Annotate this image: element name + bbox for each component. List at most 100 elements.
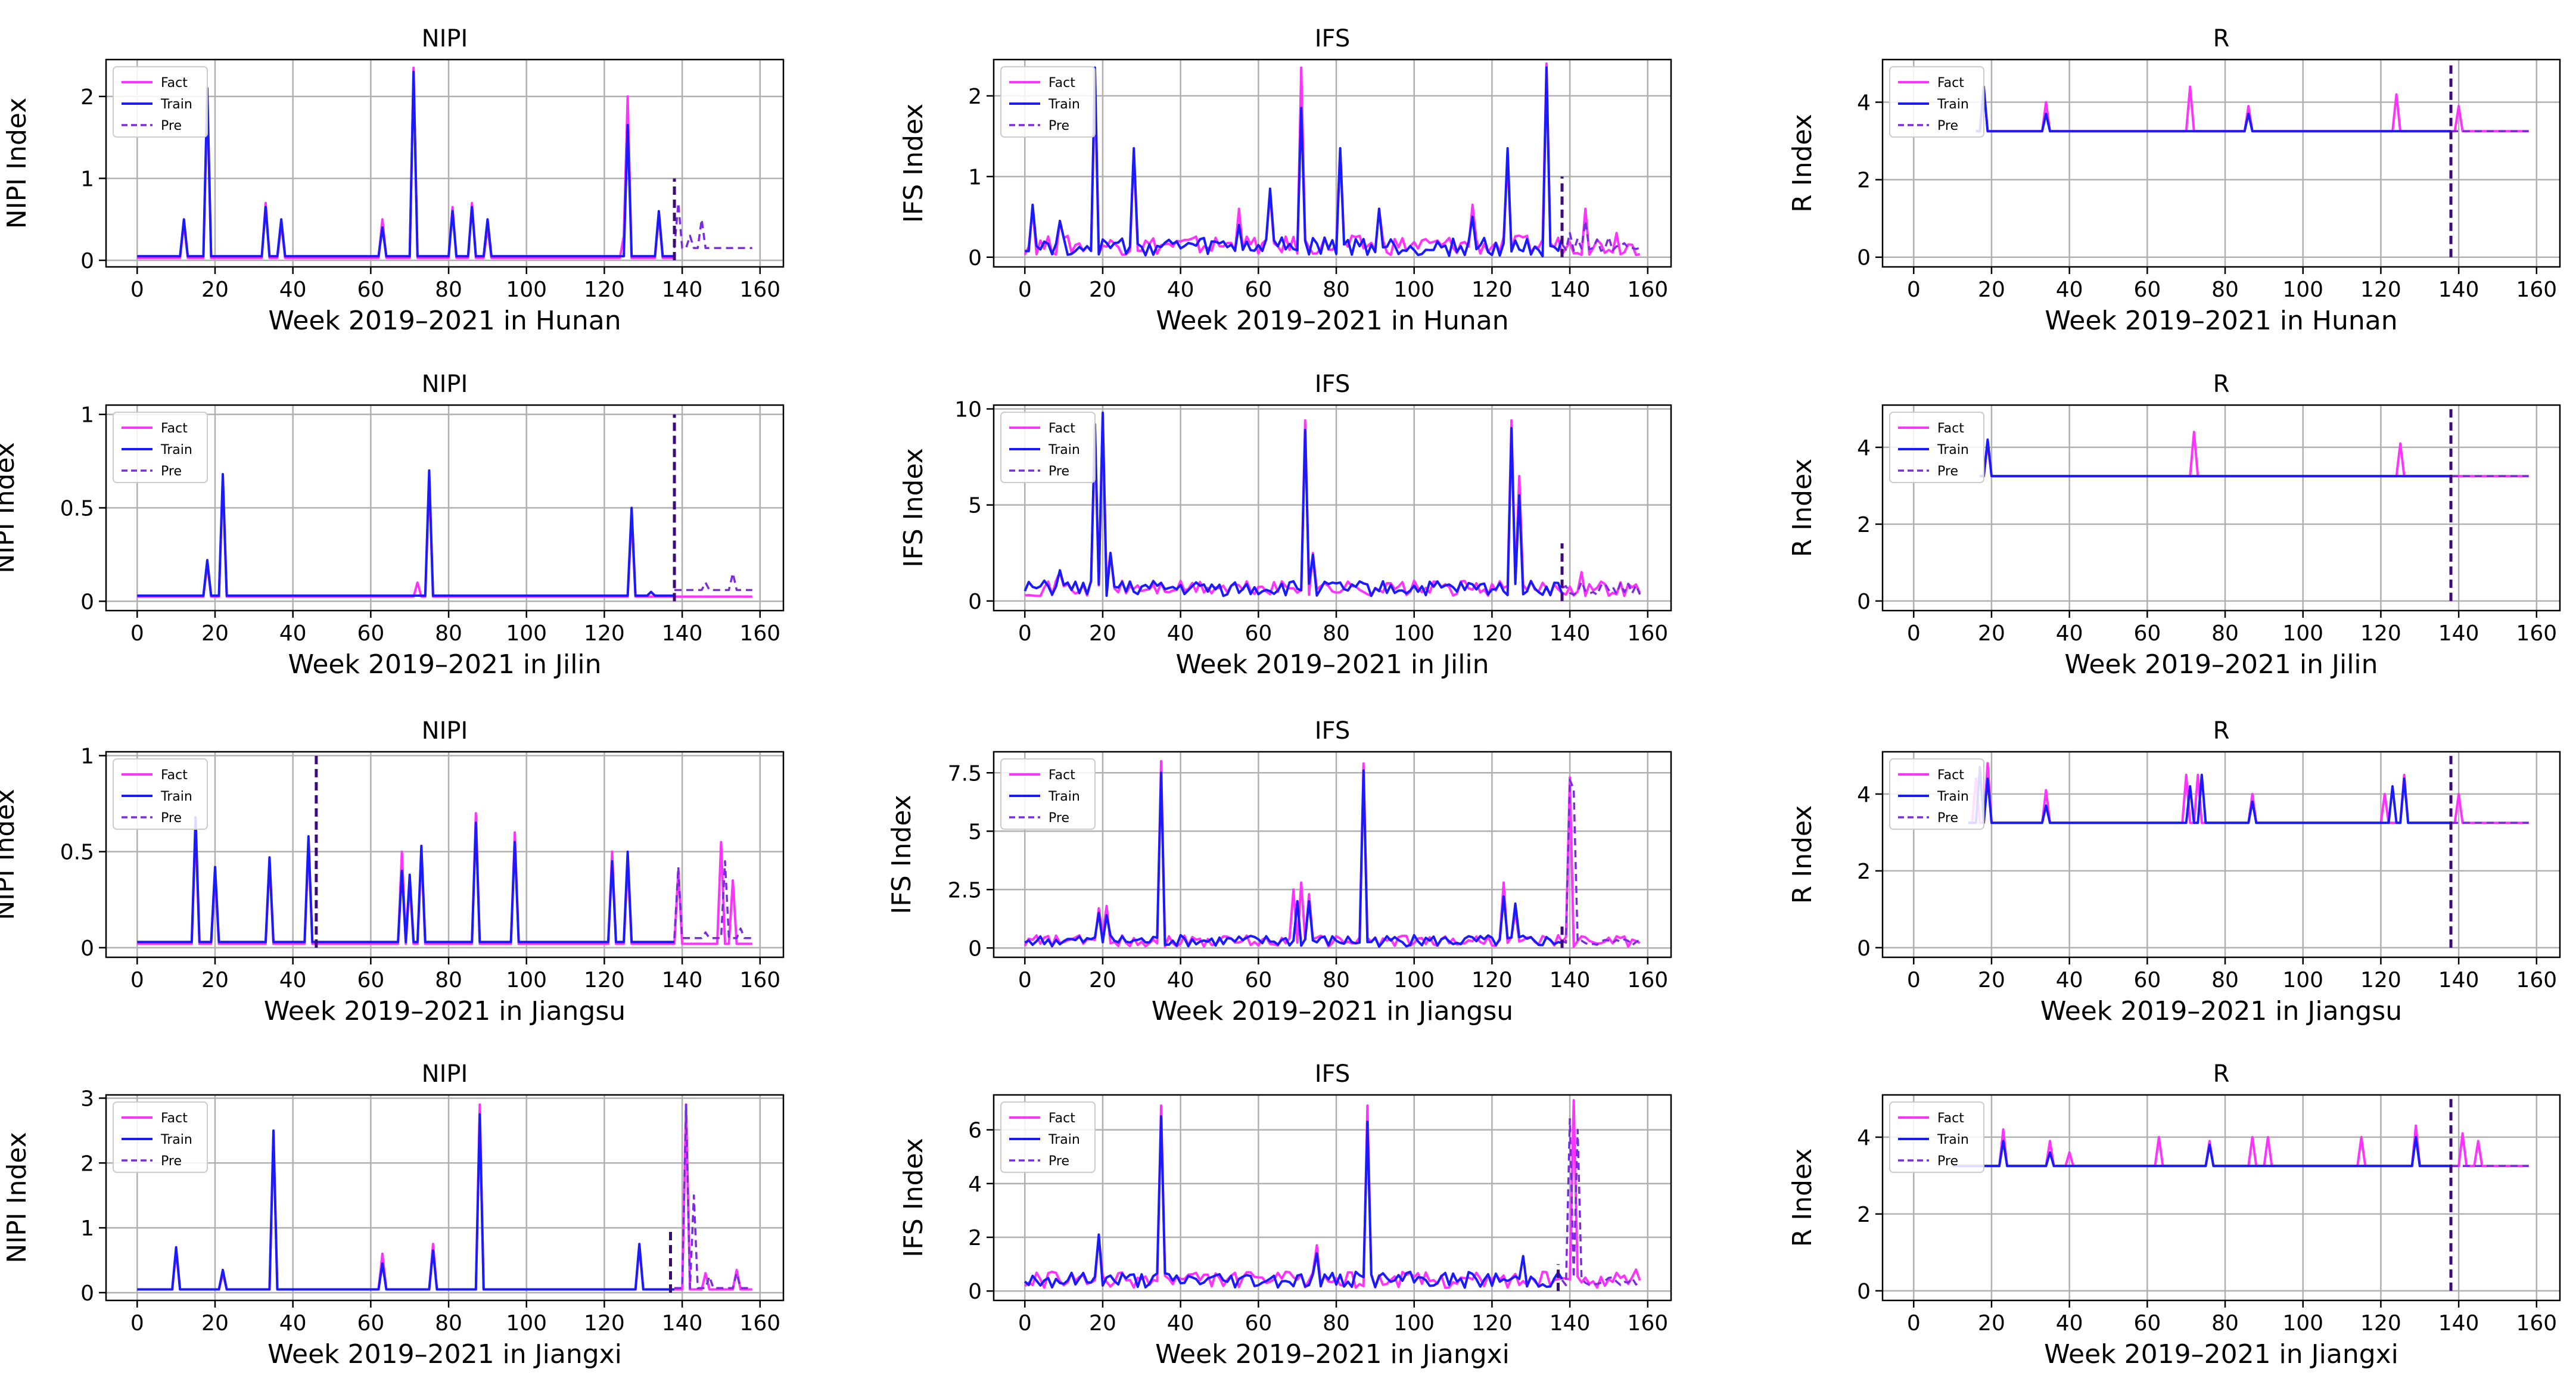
- x-axis-label: Week 2019–2021 in Jilin: [288, 649, 601, 680]
- legend-label-pre: Pre: [1937, 464, 1958, 479]
- y-axis-label: IFS Index: [886, 795, 917, 914]
- y-tick-label: 2: [1857, 169, 1871, 193]
- x-tick-label: 20: [1978, 968, 2005, 992]
- x-tick-label: 40: [1167, 278, 1194, 302]
- x-tick-label: 140: [662, 621, 703, 646]
- legend-label-train: Train: [160, 789, 192, 804]
- x-tick-label: 80: [1323, 1311, 1350, 1336]
- x-tick-label: 20: [201, 621, 229, 646]
- legend: Fact Train Pre: [1889, 412, 1984, 483]
- legend: Fact Train Pre: [113, 412, 208, 483]
- legend-label-pre: Pre: [1937, 1154, 1958, 1169]
- x-tick-label: 40: [2056, 968, 2083, 992]
- subplot-title: IFS: [1315, 1060, 1351, 1088]
- legend-label-pre: Pre: [1049, 811, 1069, 826]
- x-tick-label: 60: [2133, 278, 2161, 302]
- x-tick-label: 160: [1627, 968, 1668, 992]
- y-tick-label: 1: [80, 403, 94, 428]
- series-train-line: [1968, 765, 2451, 824]
- y-tick-label: 0: [968, 936, 982, 961]
- x-tick-label: 100: [1393, 621, 1435, 646]
- legend-label-pre: Pre: [1049, 464, 1069, 479]
- legend-label-train: Train: [1048, 789, 1080, 804]
- axes-frame: [993, 751, 1672, 958]
- legend-label-train: Train: [1937, 443, 1969, 458]
- legend-label-fact: Fact: [1049, 76, 1075, 91]
- legend-label-train: Train: [160, 443, 192, 458]
- subplot-title: NIPI: [422, 1060, 468, 1088]
- y-tick-label: 5: [968, 820, 982, 844]
- x-tick-label: 40: [1167, 968, 1194, 992]
- subplot-2-1: 0 20 40 60 80 100 120 140 160 0 0.5 1 NIPI Week 2019–…: [0, 371, 785, 680]
- x-tick-label: 0: [1907, 1311, 1921, 1336]
- legend-label-train: Train: [160, 1132, 192, 1147]
- x-tick-label: 120: [2360, 278, 2401, 302]
- subplot-2-3: 0 20 40 60 80 100 120 140 160 0 2 4 R Week 2019–2021 …: [1787, 371, 2561, 680]
- axes-frame: [105, 58, 785, 268]
- subplot-4-1: 0 20 40 60 80 100 120 140 160 0 1 2 3 NIPI Week 2019–2…: [2, 1060, 785, 1370]
- series-fact-line: [1980, 431, 2529, 478]
- subplot-title: NIPI: [422, 717, 468, 745]
- axes-frame: [993, 58, 1672, 268]
- x-tick-label: 120: [584, 278, 625, 302]
- x-tick-label: 60: [1245, 1311, 1272, 1336]
- legend-label-fact: Fact: [1937, 421, 1964, 436]
- legend-label-train: Train: [1937, 789, 1969, 804]
- y-tick-label: 2: [968, 1226, 982, 1250]
- y-tick-label: 0: [80, 1281, 94, 1306]
- x-tick-label: 60: [1245, 278, 1272, 302]
- x-tick-label: 0: [1907, 621, 1921, 646]
- legend-label-fact: Fact: [1937, 76, 1964, 91]
- x-tick-label: 60: [1245, 968, 1272, 992]
- x-tick-label: 140: [1550, 278, 1591, 302]
- subplot-title: R: [2213, 717, 2230, 745]
- x-tick-label: 140: [1550, 968, 1591, 992]
- x-tick-label: 120: [584, 621, 625, 646]
- subplot-3-2: 0 20 40 60 80 100 120 140 160 0 2.5 5 7.5 IFS Week 201…: [886, 717, 1672, 1026]
- x-tick-label: 160: [2516, 968, 2557, 992]
- x-tick-label: 40: [279, 621, 307, 646]
- legend-label-pre: Pre: [1937, 119, 1958, 133]
- subplot-3-3: 0 20 40 60 80 100 120 140 160 0 2 4 R Week 2019–2021 …: [1787, 717, 2561, 1026]
- x-tick-label: 140: [662, 968, 703, 992]
- x-tick-label: 140: [2438, 278, 2479, 302]
- axes-frame: [1881, 1094, 2561, 1302]
- x-tick-label: 20: [1089, 968, 1116, 992]
- x-tick-label: 80: [2211, 621, 2239, 646]
- y-tick-label: 10: [954, 397, 982, 422]
- x-tick-label: 80: [1323, 968, 1350, 992]
- x-tick-label: 100: [2282, 278, 2323, 302]
- legend-label-fact: Fact: [1049, 1111, 1075, 1126]
- y-tick-label: 0: [80, 936, 94, 961]
- x-tick-label: 80: [435, 621, 462, 646]
- x-tick-label: 20: [1089, 1311, 1116, 1336]
- legend: Fact Train Pre: [1000, 66, 1096, 138]
- legend-label-train: Train: [1048, 1132, 1080, 1147]
- x-tick-label: 120: [584, 968, 625, 992]
- y-tick-label: 2: [968, 85, 982, 109]
- series-fact-line: [1023, 760, 1641, 948]
- x-tick-label: 0: [1907, 278, 1921, 302]
- x-tick-label: 100: [1393, 1311, 1435, 1336]
- legend-label-train: Train: [1937, 97, 1969, 112]
- axes-frame: [105, 1094, 785, 1302]
- legend-label-fact: Fact: [1937, 768, 1964, 783]
- x-tick-label: 0: [1018, 621, 1032, 646]
- series-fact-line: [137, 812, 752, 945]
- y-tick-label: 4: [1857, 436, 1871, 460]
- x-tick-label: 60: [357, 621, 384, 646]
- x-tick-label: 40: [2056, 1311, 2083, 1336]
- x-tick-label: 0: [130, 621, 144, 646]
- axes-frame: [105, 751, 785, 958]
- axes-frame: [993, 1094, 1672, 1302]
- subplot-title: NIPI: [422, 25, 468, 52]
- series-train-line: [1975, 85, 2451, 133]
- y-tick-label: 3: [80, 1087, 94, 1111]
- x-tick-label: 80: [1323, 621, 1350, 646]
- legend: Fact Train Pre: [1889, 758, 1984, 830]
- x-tick-label: 140: [2438, 968, 2479, 992]
- x-axis-label: Week 2019–2021 in Hunan: [268, 306, 621, 336]
- x-tick-label: 100: [506, 621, 547, 646]
- axes-frame: [105, 404, 785, 612]
- y-tick-label: 7.5: [948, 761, 982, 786]
